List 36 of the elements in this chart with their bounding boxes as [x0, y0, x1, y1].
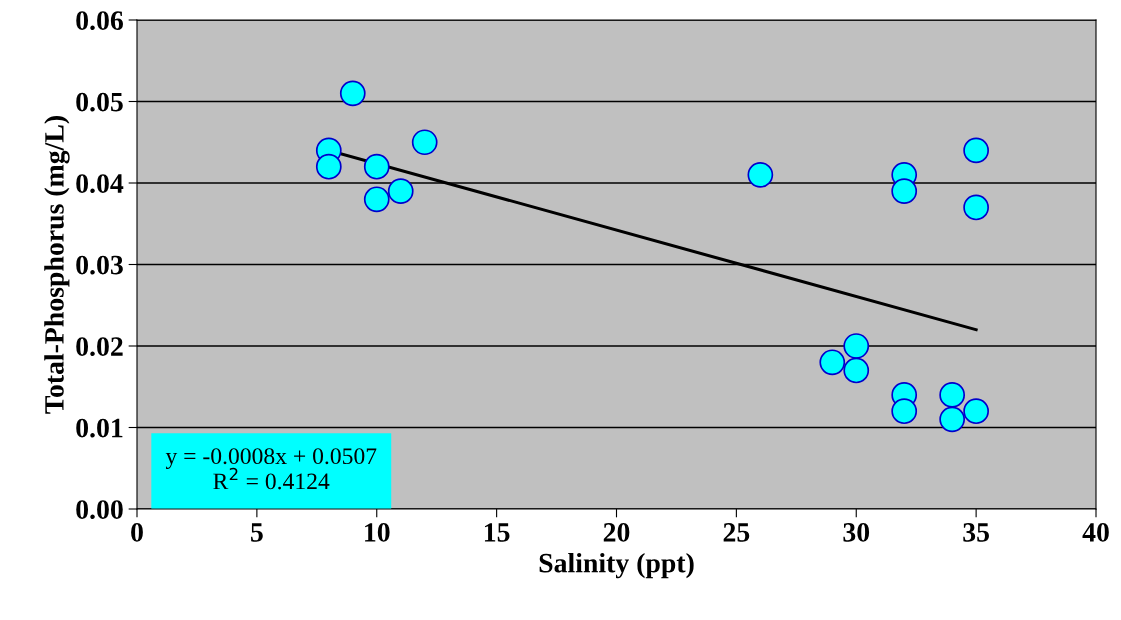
x-tick-label: 20 [603, 523, 630, 542]
point [747, 161, 774, 188]
x-tick-label: 30 [843, 523, 870, 542]
x-tick-label: 15 [484, 523, 510, 542]
point [819, 349, 846, 376]
point [363, 186, 390, 213]
point [339, 80, 366, 107]
y-tick-label: 0.05 [76, 92, 123, 112]
point [939, 406, 966, 433]
point [387, 178, 414, 205]
point [363, 153, 390, 180]
y-tick-label: 0.02 [76, 337, 123, 357]
x-tick-label: 5 [251, 523, 263, 542]
y-tick-label: 0.03 [76, 255, 123, 275]
point [843, 333, 870, 359]
point [315, 153, 342, 180]
y-tick-label: 0.04 [76, 174, 124, 194]
point [891, 178, 918, 205]
y-axis-title: Total-Phosphorus (mg/L) [44, 116, 70, 414]
x-axis-title: Salinity (ppt) [539, 552, 694, 579]
point [843, 357, 870, 384]
x-tick-label: 40 [1082, 523, 1109, 542]
point [411, 129, 438, 156]
point [963, 137, 989, 164]
point [891, 398, 918, 425]
point [963, 194, 989, 221]
y-tick-label: 0.01 [76, 418, 123, 438]
point [963, 398, 989, 425]
x-tick-label: 0 [131, 523, 143, 542]
x-tick-label: 25 [723, 523, 750, 542]
point [939, 382, 966, 408]
annotation: y = -0.0008x + 0.0507 R$^{2}$ = 0.4124 [165, 448, 377, 490]
x-tick-label: 35 [963, 523, 989, 542]
y-tick-label: 0.06 [76, 11, 123, 31]
x-tick-label: 10 [365, 523, 390, 542]
y-tick-label: 0.00 [76, 500, 123, 520]
